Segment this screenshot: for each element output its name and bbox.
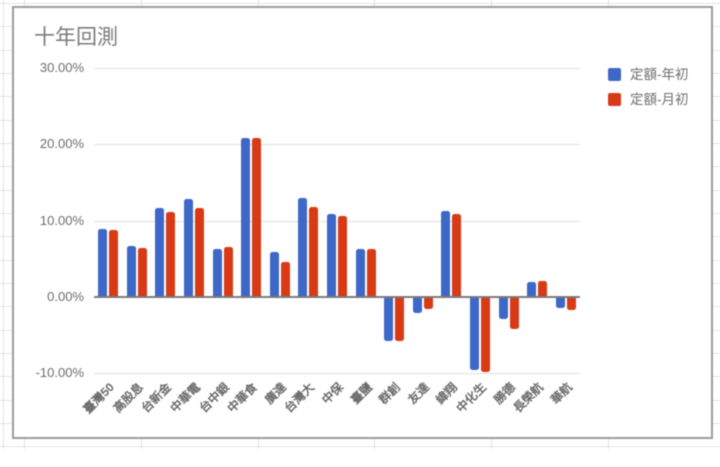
bar-series1-中保[interactable] bbox=[327, 214, 336, 297]
bar-series2-台灣大[interactable] bbox=[309, 206, 319, 297]
legend-label: 定額-月初 bbox=[630, 91, 689, 107]
bar-series2-廣達[interactable] bbox=[280, 261, 290, 297]
y-gridline bbox=[94, 372, 580, 374]
y-gridline bbox=[94, 144, 580, 146]
y-axis-tick-label: -10.00% bbox=[35, 364, 84, 380]
y-gridline bbox=[94, 68, 580, 70]
bar-series1-華航[interactable] bbox=[555, 296, 565, 308]
bar-series2-台新金[interactable] bbox=[166, 212, 176, 297]
bar-series1-臺鹽[interactable] bbox=[355, 248, 365, 297]
bar-series2-台中銀[interactable] bbox=[223, 247, 233, 297]
bar-series1-中華食[interactable] bbox=[241, 137, 251, 297]
bar-series2-中華電[interactable] bbox=[195, 207, 205, 297]
bar-series2-友達[interactable] bbox=[423, 296, 433, 309]
bar-series1-群創[interactable] bbox=[384, 296, 394, 342]
embedded-chart[interactable]: 十年回測 30.00% 20.00% 10.00% 0.00% -10.00% 臺灣50 高… bbox=[12, 6, 713, 439]
y-axis-tick-label: 30.00% bbox=[39, 60, 84, 76]
bar-series1-台灣大[interactable] bbox=[298, 197, 308, 297]
bar-series2-中保[interactable] bbox=[338, 215, 347, 297]
bar-series1-高股息[interactable] bbox=[126, 245, 136, 297]
y-gridline bbox=[94, 220, 580, 222]
bar-series1-緯翔[interactable] bbox=[441, 210, 451, 297]
y-axis-tick-label: 0.00% bbox=[47, 288, 84, 304]
bar-series1-長榮航[interactable] bbox=[527, 282, 537, 297]
bar-series2-緯翔[interactable] bbox=[452, 214, 462, 297]
chart-title: 十年回測 bbox=[34, 26, 118, 49]
x-axis-line bbox=[94, 295, 580, 298]
bar-series2-群創[interactable] bbox=[395, 296, 405, 341]
bar-series1-臺灣50[interactable] bbox=[98, 228, 108, 297]
legend-swatch bbox=[608, 68, 621, 81]
y-axis-tick-label: 10.00% bbox=[39, 212, 84, 228]
sheet-gridline-column bbox=[2, 0, 4, 449]
bar-series2-中化生[interactable] bbox=[480, 296, 490, 372]
bar-series1-友達[interactable] bbox=[412, 296, 422, 314]
bar-series1-勝德[interactable] bbox=[498, 296, 508, 319]
legend-label: 定額-年初 bbox=[630, 67, 689, 82]
sheet-gridline-row bbox=[0, 446, 720, 448]
bar-series2-高股息[interactable] bbox=[137, 247, 147, 297]
bar-series2-長榮航[interactable] bbox=[538, 281, 548, 297]
bar-series2-勝德[interactable] bbox=[509, 296, 519, 329]
bar-series2-臺灣50[interactable] bbox=[109, 229, 119, 297]
legend-swatch bbox=[608, 92, 621, 106]
bar-series1-中化生[interactable] bbox=[469, 296, 479, 371]
bar-series1-廣達[interactable] bbox=[269, 251, 279, 297]
bar-series1-台中銀[interactable] bbox=[212, 248, 222, 297]
bar-series2-臺鹽[interactable] bbox=[366, 248, 376, 297]
bar-series1-中華電[interactable] bbox=[184, 199, 194, 297]
y-axis-tick-label: 20.00% bbox=[39, 136, 84, 152]
bar-series1-台新金[interactable] bbox=[155, 208, 165, 297]
bar-series2-中華食[interactable] bbox=[252, 138, 262, 297]
bar-series2-華航[interactable] bbox=[566, 296, 576, 310]
sheet-gridline-row bbox=[0, 3, 720, 4]
